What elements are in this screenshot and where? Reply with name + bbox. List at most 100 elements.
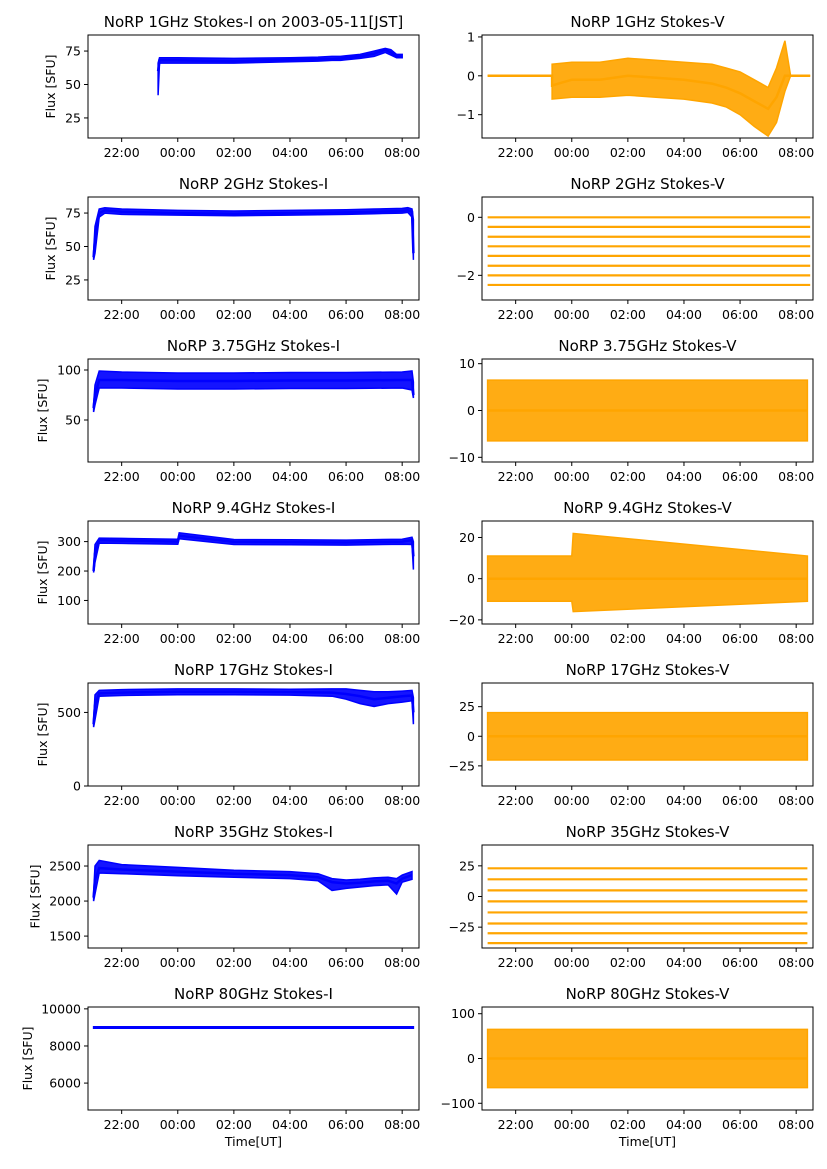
x-tick-label: 06:00 xyxy=(722,145,758,160)
x-tick-label: 02:00 xyxy=(610,469,646,484)
x-tick-label: 22:00 xyxy=(104,955,140,970)
x-tick-label: 02:00 xyxy=(216,145,252,160)
x-tick-label: 08:00 xyxy=(778,793,814,808)
x-tick-label: 08:00 xyxy=(384,469,420,484)
y-tick-label: 10 xyxy=(459,356,475,371)
data-layer xyxy=(487,867,808,945)
x-tick-label: 06:00 xyxy=(328,793,364,808)
y-tick-label: −1 xyxy=(457,107,475,122)
subplot-title: NoRP 80GHz Stokes-V xyxy=(566,985,731,1003)
data-line xyxy=(92,378,415,409)
x-tick-label: 06:00 xyxy=(722,469,758,484)
x-tick-label: 04:00 xyxy=(666,1117,702,1132)
y-tick-label: 25 xyxy=(459,858,475,873)
y-tick-label: 0 xyxy=(467,889,475,904)
x-tick-label: 02:00 xyxy=(216,955,252,970)
subplot-title: NoRP 17GHz Stokes-I xyxy=(174,661,333,679)
data-layer xyxy=(487,216,811,287)
subplot-0: 22:00 00:00 02:00 04:00 06:00 08:00 25 50 75 NoRP… xyxy=(43,13,420,160)
y-tick-label: 25 xyxy=(65,272,81,287)
x-tick-label: 02:00 xyxy=(216,1117,252,1132)
x-tick-label: 02:00 xyxy=(610,955,646,970)
x-tick-label: 02:00 xyxy=(216,307,252,322)
x-tick-label: 22:00 xyxy=(104,631,140,646)
data-layer xyxy=(92,206,415,261)
subplot-10: 22:00 00:00 02:00 04:00 06:00 08:00 1500 2000 25… xyxy=(28,823,421,970)
x-tick-label: 00:00 xyxy=(160,145,196,160)
x-tick-label: 08:00 xyxy=(778,955,814,970)
subplot-8: 22:00 00:00 02:00 04:00 06:00 08:00 0 500 NoRP 1… xyxy=(35,661,420,808)
x-tick-label: 02:00 xyxy=(610,1117,646,1132)
x-tick-label: 04:00 xyxy=(272,1117,308,1132)
data-band xyxy=(486,532,809,613)
y-tick-label: 50 xyxy=(65,239,81,254)
x-tick-label: 06:00 xyxy=(328,469,364,484)
x-tick-label: 00:00 xyxy=(160,793,196,808)
x-tick-label: 22:00 xyxy=(498,307,534,322)
x-tick-label: 02:00 xyxy=(610,145,646,160)
y-tick-label: 20 xyxy=(459,530,475,545)
y-tick-label: 0 xyxy=(73,779,81,794)
x-tick-label: 04:00 xyxy=(666,307,702,322)
x-tick-label: 08:00 xyxy=(778,1117,814,1132)
x-tick-label: 04:00 xyxy=(272,793,308,808)
x-tick-label: 00:00 xyxy=(160,1117,196,1132)
axes-frame xyxy=(87,1006,420,1111)
subplot-title: NoRP 9.4GHz Stokes-V xyxy=(563,499,732,517)
subplot-3: 22:00 00:00 02:00 04:00 06:00 08:00 −2 0 NoRP 2G… xyxy=(457,175,815,322)
y-tick-label: 0 xyxy=(467,1051,475,1066)
data-band xyxy=(92,688,415,728)
x-tick-label: 22:00 xyxy=(104,793,140,808)
x-tick-label: 00:00 xyxy=(554,469,590,484)
y-tick-label: 25 xyxy=(459,699,475,714)
data-layer xyxy=(486,532,809,613)
data-band xyxy=(92,531,415,573)
data-line xyxy=(92,534,415,572)
y-axis-label: Flux [SFU] xyxy=(35,703,50,767)
x-tick-label: 00:00 xyxy=(554,1117,590,1132)
x-tick-label: 08:00 xyxy=(384,145,420,160)
x-tick-label: 06:00 xyxy=(722,793,758,808)
x-tick-label: 08:00 xyxy=(384,955,420,970)
x-tick-label: 06:00 xyxy=(722,631,758,646)
y-tick-label: 200 xyxy=(57,564,81,579)
x-tick-label: 22:00 xyxy=(498,793,534,808)
x-tick-label: 04:00 xyxy=(666,469,702,484)
subplot-11: 22:00 00:00 02:00 04:00 06:00 08:00 −25 0 25 NoRP… xyxy=(449,823,815,970)
data-layer xyxy=(92,1025,415,1029)
subplot-1: 22:00 00:00 02:00 04:00 06:00 08:00 −1 0 1 NoRP 1… xyxy=(457,13,815,160)
data-layer xyxy=(487,40,811,138)
axes-frame xyxy=(87,358,420,463)
x-tick-label: 06:00 xyxy=(722,307,758,322)
y-tick-label: 100 xyxy=(57,363,81,378)
x-tick-label: 06:00 xyxy=(328,145,364,160)
y-tick-label: 0 xyxy=(467,729,475,744)
x-axis-label: Time[UT] xyxy=(224,1134,282,1149)
y-tick-label: −100 xyxy=(441,1096,475,1111)
y-tick-label: 300 xyxy=(57,534,81,549)
y-axis-label: Flux [SFU] xyxy=(20,1027,35,1091)
x-tick-label: 04:00 xyxy=(666,631,702,646)
y-tick-label: 2500 xyxy=(49,859,81,874)
x-tick-label: 00:00 xyxy=(554,145,590,160)
subplot-title: NoRP 80GHz Stokes-I xyxy=(174,985,333,1003)
x-tick-label: 02:00 xyxy=(216,469,252,484)
subplot-2: 22:00 00:00 02:00 04:00 06:00 08:00 25 50 75 NoRP… xyxy=(43,175,420,322)
y-tick-label: 10000 xyxy=(41,1001,81,1016)
x-tick-label: 06:00 xyxy=(722,955,758,970)
x-tick-label: 00:00 xyxy=(160,955,196,970)
y-tick-label: 1500 xyxy=(49,929,81,944)
x-tick-label: 22:00 xyxy=(498,1117,534,1132)
subplot-title: NoRP 1GHz Stokes-I on 2003-05-11[JST] xyxy=(104,13,404,31)
axes-frame xyxy=(481,34,814,139)
y-tick-label: 75 xyxy=(65,44,81,59)
y-tick-label: 500 xyxy=(57,705,81,720)
axes-frame xyxy=(87,682,420,787)
x-tick-label: 22:00 xyxy=(104,307,140,322)
y-tick-label: −10 xyxy=(449,450,475,465)
axes-frame xyxy=(87,34,420,139)
y-tick-label: −2 xyxy=(457,268,475,283)
subplot-6: 22:00 00:00 02:00 04:00 06:00 08:00 100 200 300 N… xyxy=(35,499,420,646)
data-band xyxy=(487,40,811,138)
y-axis-label: Flux [SFU] xyxy=(28,865,43,929)
